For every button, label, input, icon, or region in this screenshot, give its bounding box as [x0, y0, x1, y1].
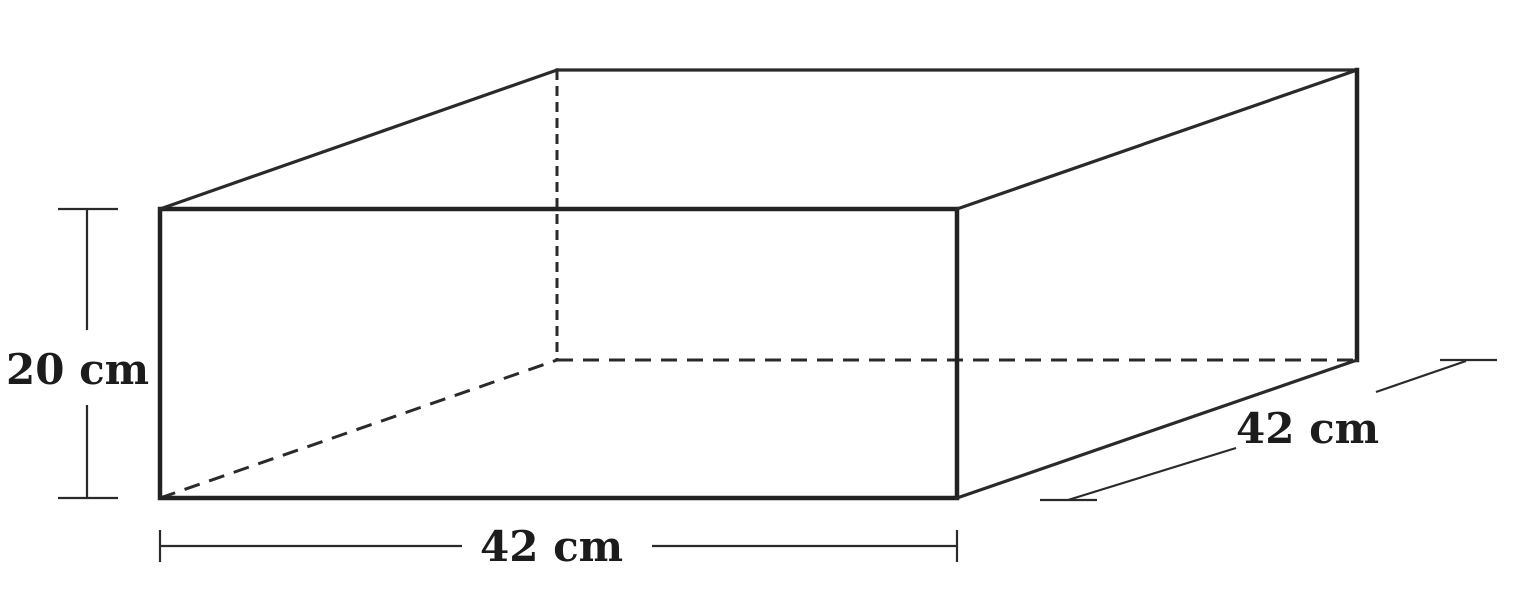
length-dimension: 42 cm [158, 522, 959, 571]
height-dimension: 20 cm [6, 207, 149, 500]
depth-label: 42 cm [1236, 404, 1379, 453]
depth-dimension: 42 cm [1040, 358, 1497, 502]
length-label: 42 cm [480, 522, 623, 571]
height-label: 20 cm [6, 345, 149, 394]
top-right-edge [954, 67, 1360, 212]
front-face [157, 206, 960, 501]
depth-dim-line-lower [1067, 446, 1237, 502]
right-bottom-edge [954, 357, 1360, 501]
hidden-left-bottom-edge [159, 358, 558, 500]
depth-dim-line-upper [1375, 359, 1467, 394]
top-left-edge [157, 67, 560, 212]
